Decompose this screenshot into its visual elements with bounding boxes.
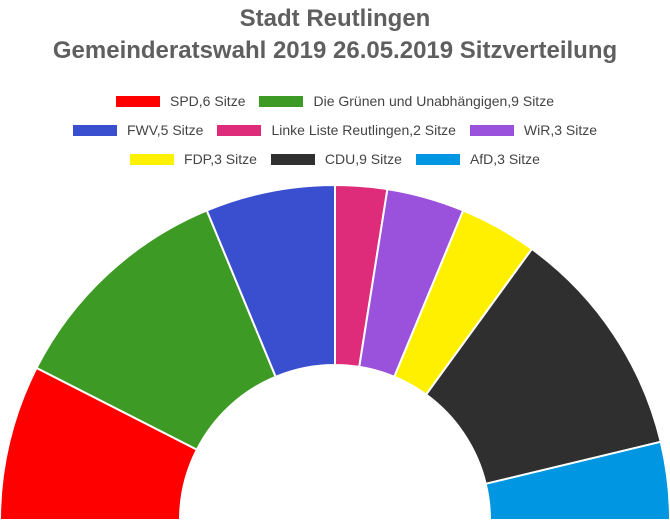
legend-label-wir: WiR,3 Sitze [523, 122, 598, 138]
seat-segment-die-gr-nen-und-unabh-ngigen[interactable] [35, 209, 277, 451]
legend-label-fwv: FWV,5 Sitze [126, 122, 204, 138]
legend-label-fdp: FDP,3 Sitze [184, 151, 257, 167]
legend-row-3: FDP,3 Sitze CDU,9 Sitze AfD,3 Sitze [0, 151, 670, 167]
legend-label-spd: SPD,6 Sitze [170, 93, 246, 109]
legend-row-1: SPD,6 Sitze Die Grünen und Unabhängigen,… [0, 93, 670, 109]
legend-label-cdu: CDU,9 Sitze [324, 151, 402, 167]
legend-swatch-fdp [130, 153, 175, 165]
chart-title-line1: Stadt Reutlingen [239, 5, 431, 32]
legend-item-fwv[interactable]: FWV,5 Sitze [72, 122, 204, 138]
legend-item-cdu[interactable]: CDU,9 Sitze [270, 151, 402, 167]
legend-item-gruene[interactable]: Die Grünen und Unabhängigen,9 Sitze [259, 93, 554, 109]
chart-title-line2: Gemeinderatswahl 2019 26.05.2019 Sitzver… [52, 37, 618, 64]
legend-row-2: FWV,5 Sitze Linke Liste Reutlingen,2 Sit… [0, 122, 670, 138]
legend-label-afd: AfD,3 Sitze [469, 151, 540, 167]
legend-item-linke[interactable]: Linke Liste Reutlingen,2 Sitze [217, 122, 456, 138]
legend-swatch-cdu [270, 153, 315, 165]
legend-label-linke: Linke Liste Reutlingen,2 Sitze [271, 122, 456, 138]
legend-item-fdp[interactable]: FDP,3 Sitze [130, 151, 257, 167]
legend-label-gruene: Die Grünen und Unabhängigen,9 Sitze [313, 93, 554, 109]
seat-segment-cdu[interactable] [424, 247, 662, 486]
legend-swatch-spd [116, 95, 160, 107]
legend-item-wir[interactable]: WiR,3 Sitze [469, 122, 598, 138]
legend-item-spd[interactable]: SPD,6 Sitze [116, 93, 245, 109]
legend-swatch-linke [217, 124, 262, 136]
legend-swatch-fwv [72, 124, 117, 136]
seat-segment-afd[interactable] [484, 440, 670, 521]
legend-item-afd[interactable]: AfD,3 Sitze [415, 151, 540, 167]
legend-swatch-afd [415, 153, 460, 165]
legend-swatch-gruene [259, 95, 304, 107]
legend-swatch-wir [469, 124, 514, 136]
